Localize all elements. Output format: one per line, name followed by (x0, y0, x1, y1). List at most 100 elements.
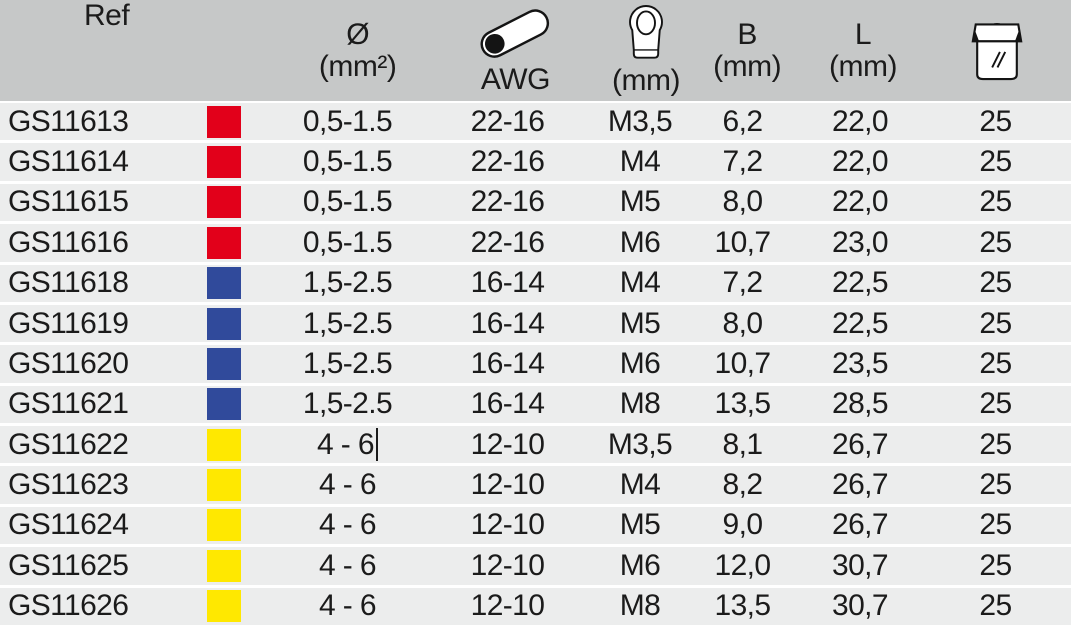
cell-awg: 12-10 (420, 588, 595, 625)
cell-diameter-value: 0,5-1.5 (302, 185, 393, 219)
cell-stud: M5 (595, 184, 685, 221)
cell-stud: M6 (595, 345, 685, 382)
col-header-diameter: Ø (mm²) (286, 0, 429, 101)
color-cell (200, 345, 275, 382)
cell-qty-value: 25 (979, 266, 1012, 300)
cell-awg-value: 22-16 (470, 104, 545, 138)
cell-qty-value: 25 (979, 387, 1012, 421)
color-cell (200, 103, 275, 140)
cell-stud-value: M6 (619, 346, 661, 380)
cell-l-value: 26,7 (832, 427, 889, 461)
cell-qty: 25 (920, 507, 1071, 544)
cell-b: 13,5 (685, 588, 800, 625)
cell-ref: GS11619 (0, 305, 200, 342)
text-caret[interactable] (376, 428, 379, 462)
cell-qty: 25 (920, 466, 1071, 503)
yellow-swatch (207, 509, 241, 542)
cell-l: 22,0 (800, 103, 920, 140)
cell-diameter-value: 4 - 6 (316, 427, 375, 461)
cell-qty-value: 25 (979, 104, 1012, 138)
cell-b: 10,7 (685, 345, 800, 382)
cell-l-value: 30,7 (832, 589, 889, 623)
cell-b: 10,7 (685, 224, 800, 261)
cell-ref: GS11620 (0, 345, 200, 382)
wire-icon (475, 5, 555, 63)
cell-diameter-value: 4 - 6 (318, 508, 377, 542)
cell-awg: 22-16 (420, 103, 595, 140)
cell-awg: 16-14 (420, 305, 595, 342)
cell-stud: M3,5 (595, 426, 685, 463)
col-header-ref: Ref (0, 0, 205, 101)
cell-stud-value: M5 (619, 508, 661, 542)
cell-l: 23,0 (800, 224, 920, 261)
cell-l: 22,5 (800, 265, 920, 302)
col-header-diameter-label: Ø (346, 18, 370, 52)
color-cell (200, 547, 275, 584)
cell-qty-value: 25 (979, 185, 1012, 219)
cell-diameter: 0,5-1.5 (275, 224, 420, 261)
cell-b-value: 10,7 (714, 346, 772, 380)
cell-awg-value: 16-14 (470, 306, 545, 340)
cell-diameter-value: 1,5-2.5 (302, 387, 393, 421)
cell-diameter-value: 1,5-2.5 (302, 346, 393, 380)
cell-ref-value: GS11618 (8, 266, 129, 300)
table-row: GS11619 1,5-2.5 16-14 M5 8,0 22,5 25 (0, 304, 1071, 346)
cell-b-value: 12,0 (714, 548, 772, 582)
cell-qty: 25 (920, 103, 1071, 140)
color-cell (200, 305, 275, 342)
cell-diameter: 4 - 6 (275, 507, 420, 544)
table-row: GS11625 4 - 6 12-10 M6 12,0 30,7 25 (0, 547, 1071, 588)
cell-diameter[interactable]: 4 - 6 (275, 426, 420, 463)
cell-awg-value: 12-10 (470, 468, 545, 502)
cell-diameter-value: 4 - 6 (318, 589, 377, 623)
cell-b-value: 9,0 (722, 508, 764, 542)
cell-qty-value: 25 (979, 508, 1012, 542)
cell-qty-value: 25 (979, 589, 1012, 623)
cell-ref-value: GS11622 (8, 427, 129, 461)
cell-l: 26,7 (800, 507, 920, 544)
cell-b-value: 7,2 (722, 266, 764, 300)
cell-diameter-value: 0,5-1.5 (302, 225, 393, 259)
cell-diameter-value: 1,5-2.5 (302, 306, 393, 340)
cell-stud: M5 (595, 507, 685, 544)
yellow-swatch (207, 549, 241, 582)
cell-b: 8,2 (685, 466, 800, 503)
col-header-awg: AWG (429, 0, 602, 101)
cell-l-value: 23,0 (832, 225, 889, 259)
cell-ref-value: GS11623 (8, 468, 129, 502)
red-swatch (207, 105, 241, 138)
ring-terminal-icon (622, 4, 670, 64)
cell-stud: M4 (595, 466, 685, 503)
cell-ref: GS11618 (0, 265, 200, 302)
cell-diameter: 4 - 6 (275, 466, 420, 503)
cell-b-value: 10,7 (714, 225, 772, 259)
cell-b: 6,2 (685, 103, 800, 140)
cell-ref-value: GS11619 (8, 306, 129, 340)
cell-stud: M5 (595, 305, 685, 342)
cell-ref: GS11626 (0, 588, 200, 625)
cell-diameter-value: 1,5-2.5 (302, 266, 393, 300)
cell-diameter-value: 0,5-1.5 (302, 145, 393, 179)
cell-l-value: 22,0 (832, 104, 889, 138)
cell-awg-value: 22-16 (470, 225, 545, 259)
cell-awg: 22-16 (420, 224, 595, 261)
table-row: GS11622 4 - 6 12-10 M3,5 8,1 26,7 25 (0, 426, 1071, 467)
cell-l: 30,7 (800, 588, 920, 625)
color-cell (200, 466, 275, 503)
cell-qty: 25 (920, 547, 1071, 584)
yellow-swatch (207, 428, 241, 461)
cell-ref-value: GS11613 (8, 104, 129, 138)
cell-awg-value: 12-10 (470, 508, 545, 542)
cell-qty-value: 25 (979, 306, 1012, 340)
yellow-swatch (207, 469, 241, 502)
cell-stud-value: M8 (619, 387, 661, 421)
cell-awg-value: 16-14 (470, 387, 545, 421)
cell-qty: 25 (920, 345, 1071, 382)
cell-l: 22,0 (800, 184, 920, 221)
yellow-swatch (207, 590, 241, 623)
table-row: GS11624 4 - 6 12-10 M5 9,0 26,7 25 (0, 506, 1071, 548)
cell-l-value: 26,7 (832, 508, 889, 542)
cell-l-value: 22,5 (832, 266, 889, 300)
cell-stud-value: M6 (619, 225, 661, 259)
